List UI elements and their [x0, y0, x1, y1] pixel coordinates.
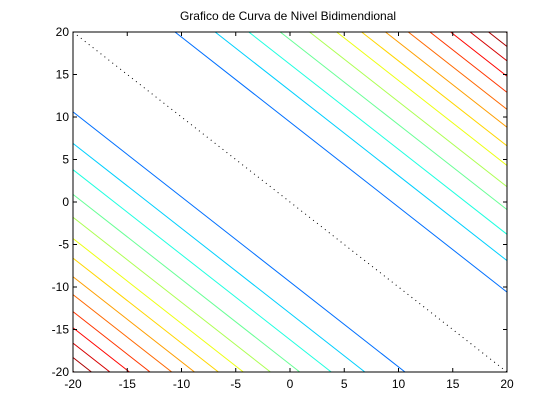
x-tick-label: -10	[173, 377, 191, 391]
contour-line	[385, 32, 507, 128]
contour-line	[336, 32, 507, 166]
contour-line	[73, 169, 332, 372]
x-tick-label: 20	[500, 377, 514, 391]
contour-line	[73, 257, 219, 372]
contour-line	[407, 32, 507, 110]
y-tick-label: -20	[52, 365, 70, 379]
y-tick-label: -5	[58, 238, 69, 252]
contour-line	[73, 327, 130, 372]
y-tick-label: -10	[52, 280, 70, 294]
x-tick-label: 10	[392, 377, 406, 391]
y-tick-label: 15	[56, 68, 70, 82]
x-tick-label: 0	[287, 377, 294, 391]
x-tick-label: -20	[64, 377, 82, 391]
contour-line	[214, 32, 507, 262]
y-tick-label: 10	[56, 110, 70, 124]
contour-line	[73, 142, 366, 372]
y-tick-label: -15	[52, 323, 70, 337]
contour-line	[469, 32, 507, 62]
contour-line	[73, 276, 195, 372]
contour-line	[309, 32, 507, 188]
contour-line	[248, 32, 507, 235]
chart-title: Grafico de Curva de Nivel Bidimendional	[180, 9, 396, 23]
contour-line	[174, 32, 507, 293]
x-tick-label: 5	[341, 377, 348, 391]
y-tick-label: 5	[62, 153, 69, 167]
contour-line	[450, 32, 507, 77]
contour-line	[361, 32, 507, 147]
contour-line	[73, 357, 92, 372]
contour-line-zero	[73, 32, 507, 372]
contour-line	[73, 193, 301, 372]
contour-line	[73, 238, 244, 372]
contour-line	[279, 32, 507, 211]
y-axis: -20 -15 -10 -5 0 5 10 15 20	[52, 25, 507, 379]
x-tick-label: -15	[119, 377, 137, 391]
contour-line	[73, 216, 271, 372]
contour-line	[73, 294, 173, 372]
contour-line	[73, 111, 406, 372]
contour-line	[73, 311, 151, 372]
y-tick-label: 0	[62, 195, 69, 209]
y-tick-label: 20	[56, 25, 70, 39]
x-tick-label: 15	[446, 377, 460, 391]
contour-line	[429, 32, 507, 93]
contour-line	[488, 32, 507, 47]
x-tick-label: -5	[230, 377, 241, 391]
contour-lines	[73, 32, 507, 372]
contour-line	[73, 342, 111, 372]
x-axis: -20 -15 -10 -5 0 5 10 15 20	[64, 32, 514, 391]
